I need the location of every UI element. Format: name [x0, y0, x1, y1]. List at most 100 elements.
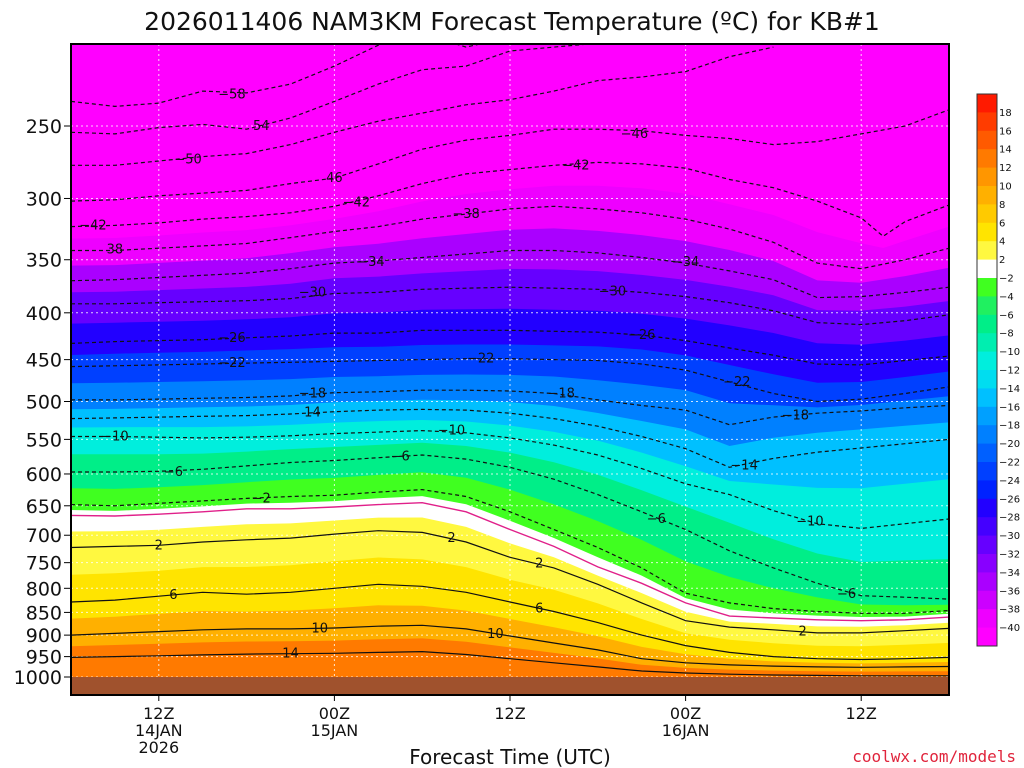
colorbar-label: −18: [999, 421, 1020, 432]
x-tick-label: 15JAN: [311, 721, 359, 740]
x-axis-label: Forecast Time (UTC): [409, 745, 611, 768]
contour-label: −22: [723, 375, 750, 390]
colorbar-label: −24: [999, 476, 1020, 487]
contour-label: 54: [253, 119, 270, 134]
colorbar-label: 10: [999, 182, 1012, 193]
x-tick-label: 12Z: [143, 704, 174, 723]
colorbar-swatch: [977, 609, 997, 629]
contour-label: −2: [252, 491, 271, 506]
ground-surface: [71, 677, 949, 695]
temperature-bands: [71, 44, 949, 695]
contour-label: −6: [837, 587, 856, 602]
y-tick-label: 600: [26, 464, 62, 486]
y-tick-label: 300: [26, 188, 62, 210]
y-tick-label: 800: [26, 578, 62, 600]
colorbar-swatch: [977, 627, 997, 647]
credit-text: coolwx.com/models: [852, 747, 1016, 766]
contour-label: −10: [101, 429, 128, 444]
colorbar-swatch: [977, 278, 997, 297]
colorbar-label: 4: [999, 237, 1005, 248]
y-tick-label: 650: [26, 496, 62, 518]
y-axis: 2503003504004505005506006507007508008509…: [14, 116, 71, 689]
y-tick-label: 500: [26, 392, 62, 414]
contour-line: [71, 583, 949, 661]
x-tick-label: 14JAN: [135, 721, 183, 740]
x-tick-label: 12Z: [846, 704, 877, 723]
colorbar-swatch: [977, 222, 997, 242]
colorbar-frame: [976, 93, 998, 647]
colorbar-swatch: [977, 443, 997, 463]
chart-title: 2026011406 NAM3KM Forecast Temperature (…: [144, 7, 880, 36]
y-tick-label: 450: [26, 350, 62, 372]
contour-line: [71, 249, 949, 299]
colorbar-label: −32: [999, 550, 1020, 561]
contour-label: −6: [164, 465, 183, 480]
x-tick-label: 00Z: [319, 704, 350, 723]
colorbar-swatch: [977, 259, 997, 279]
contour-label: −18: [782, 409, 809, 424]
contour-label: 14: [304, 405, 321, 420]
y-tick-label: 1000: [14, 667, 62, 689]
contour-line: [71, 358, 949, 403]
colorbar-label: −40: [999, 623, 1020, 634]
contour-label: −18: [547, 386, 574, 401]
y-tick-label: 950: [26, 647, 62, 669]
colorbar-label: −26: [999, 494, 1020, 505]
colorbar-label: −8: [999, 329, 1014, 340]
contour-line: [71, 530, 949, 634]
contour-label: −22: [218, 356, 245, 371]
grid-lines: [71, 44, 949, 695]
colorbar-label: 2: [999, 255, 1005, 266]
contour-line: [71, 624, 949, 668]
contour-label: −22: [467, 352, 494, 367]
x-tick-label: 12Z: [494, 704, 525, 723]
contour-label: −30: [599, 284, 626, 299]
colorbar-label: −12: [999, 366, 1020, 377]
contour-label: 2: [155, 538, 163, 553]
contour-line: [71, 501, 949, 622]
contour-label: −10: [438, 424, 465, 439]
contour-label: −34: [672, 255, 699, 270]
colorbar-swatch: [977, 572, 997, 592]
colorbar-swatch: [977, 241, 997, 261]
contour-label: −26: [628, 328, 655, 343]
contour-label: 14: [282, 647, 299, 662]
colorbar-label: −14: [999, 384, 1020, 395]
contour-line: [71, 389, 949, 426]
colorbar-label: −4: [999, 292, 1014, 303]
contour-label: 2: [535, 557, 543, 572]
contour-label: 38: [107, 242, 124, 257]
colorbar-swatch: [977, 406, 997, 426]
colorbar-swatch: [977, 554, 997, 573]
colorbar-swatch: [977, 480, 997, 500]
contour-line: [71, 44, 483, 108]
contour-line: [71, 161, 949, 238]
colorbar-label: −28: [999, 513, 1020, 524]
colorbar-swatch: [977, 130, 997, 150]
colorbar-swatch: [977, 333, 997, 353]
contour-label: 2: [799, 625, 807, 640]
contour-label: −6: [647, 512, 666, 527]
contour-label: −18: [299, 386, 326, 401]
colorbar-label: 16: [999, 126, 1012, 137]
contour-label: 10: [311, 621, 328, 636]
contour-label: −46: [621, 127, 648, 142]
contour-label: −14: [730, 458, 757, 473]
contour-label: −34: [357, 255, 384, 270]
contour-label: −50: [174, 153, 201, 168]
y-tick-label: 550: [26, 429, 62, 451]
colorbar: 18 16 14 12 10 8 6 4 2 −2 −4 −6 −8 −10 −12 −14 −16 −18 −20…: [976, 93, 1020, 647]
contour-label: 2: [447, 531, 455, 546]
x-tick-label: 16JAN: [662, 721, 710, 740]
x-tick-label: 00Z: [670, 704, 701, 723]
colorbar-swatch: [977, 517, 997, 537]
contour-label: −26: [218, 331, 245, 346]
contour-label: −30: [299, 285, 326, 300]
colorbar-label: 12: [999, 163, 1012, 174]
colorbar-swatch: [977, 314, 997, 334]
colorbar-label: 18: [999, 108, 1012, 119]
colorbar-swatch: [977, 167, 997, 187]
